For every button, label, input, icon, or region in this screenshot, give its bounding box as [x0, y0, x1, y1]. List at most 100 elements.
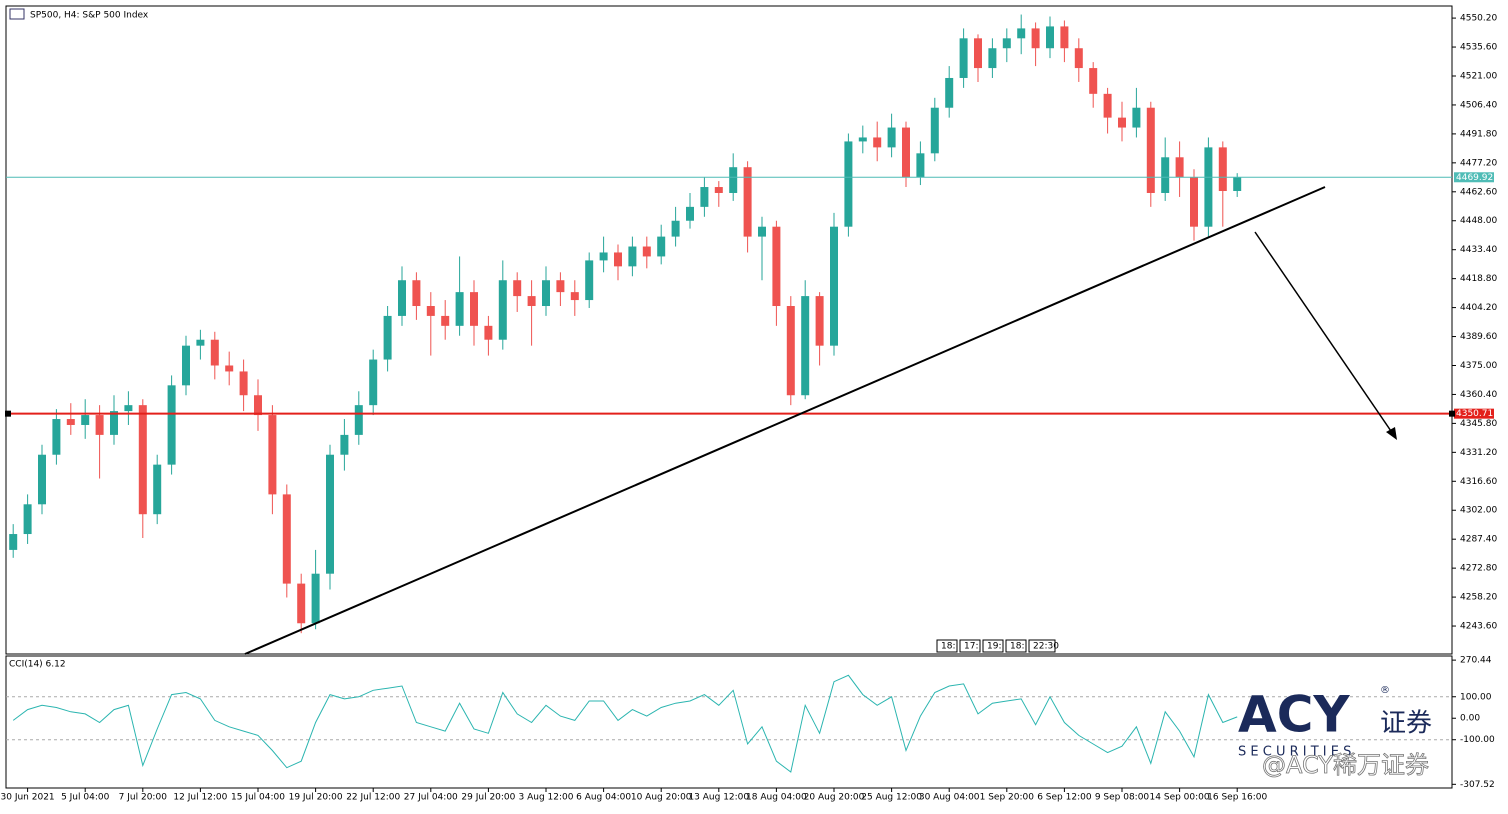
candle-body	[959, 38, 968, 78]
cci-frame	[5, 655, 1453, 789]
candle-body	[1060, 26, 1069, 49]
y-tick-label: 4462.60	[1460, 187, 1497, 197]
y-tick-label: 4360.40	[1460, 390, 1497, 400]
time-marker-label: 22:30	[1033, 642, 1059, 652]
candle-body	[700, 187, 709, 207]
candle-body	[916, 153, 925, 178]
candle-body	[1002, 38, 1011, 49]
candle-body	[470, 292, 478, 326]
line-handle	[5, 410, 11, 417]
time-marker	[982, 639, 1004, 653]
y-tick-label: 4404.20	[1460, 303, 1497, 313]
x-tick-label: 7 Jul 20:00	[119, 793, 168, 803]
x-tick-label: 14 Sep 00:00	[1150, 793, 1210, 803]
x-tick-label: 3 Aug 12:00	[519, 793, 574, 803]
candle-body	[671, 220, 680, 237]
candle-body	[268, 415, 277, 495]
candle-body	[758, 226, 766, 237]
candle-body	[1103, 93, 1112, 118]
y-tick-label: 4287.40	[1460, 535, 1497, 545]
x-tick-label: 29 Jul 20:00	[461, 793, 515, 803]
candle-body	[326, 454, 334, 574]
time-marker	[1005, 639, 1027, 653]
candle-body	[614, 252, 622, 267]
candle-body	[426, 306, 435, 316]
candle-body	[1218, 147, 1227, 192]
time-marker	[1028, 639, 1056, 653]
arrow-line	[1254, 231, 1394, 435]
x-tick-label: 6 Aug 04:00	[576, 793, 631, 803]
symbol-icon	[9, 8, 25, 20]
candle-body	[599, 252, 608, 261]
candle-body	[930, 107, 939, 154]
candle-body	[81, 415, 90, 425]
y-tick-label: 4491.80	[1460, 129, 1497, 139]
candle-body	[38, 454, 46, 505]
price-tag-label: 4350.71	[1456, 409, 1493, 419]
candle-body	[642, 246, 651, 257]
y-tick-label: 4433.40	[1460, 245, 1497, 255]
candle-body	[484, 325, 493, 340]
candle-body	[801, 296, 810, 396]
y-tick-label: 4521.00	[1460, 71, 1497, 81]
x-tick-label: 25 Aug 12:00	[861, 793, 922, 803]
time-marker-label: 18:	[1010, 642, 1024, 652]
candle-body	[297, 583, 306, 624]
candle-body	[570, 292, 579, 301]
y-tick-label: 4316.60	[1460, 477, 1497, 487]
y-tick-label: 100.00	[1460, 692, 1492, 702]
line-handle	[1449, 410, 1455, 417]
candle-body	[858, 137, 867, 142]
candle-body	[311, 573, 320, 624]
y-tick-label: 4389.60	[1460, 332, 1497, 342]
candle-body	[1233, 177, 1242, 192]
candle-body	[628, 246, 637, 267]
candle-body	[1175, 157, 1184, 178]
candle-body	[815, 296, 824, 346]
x-tick-label: 9 Sep 08:00	[1095, 793, 1150, 803]
y-tick-label: -307.52	[1460, 780, 1495, 790]
price-tag	[1454, 408, 1494, 419]
time-marker-label: 18:	[941, 642, 955, 652]
y-tick-label: 4418.80	[1460, 274, 1497, 284]
candle-body	[9, 534, 18, 550]
y-tick-label: 4331.20	[1460, 448, 1497, 458]
candle-body	[902, 127, 910, 178]
candle-body	[340, 434, 349, 455]
candle-body	[182, 345, 190, 386]
candle-body	[786, 306, 795, 396]
candle-body	[441, 315, 450, 326]
candle-body	[225, 365, 234, 372]
y-tick-label: 4302.00	[1460, 506, 1497, 516]
x-tick-label: 1 Sep 20:00	[980, 793, 1035, 803]
candle-body	[1190, 177, 1198, 227]
candle-body	[1132, 107, 1141, 128]
candle-body	[887, 127, 896, 148]
time-marker-label: 19:	[987, 642, 1001, 652]
y-tick-label: 4243.60	[1460, 622, 1497, 632]
candle-body	[1118, 117, 1126, 128]
logo-reg: ®	[1380, 685, 1390, 696]
x-tick-label: 22 Jul 12:00	[346, 793, 400, 803]
y-tick-label: 4448.00	[1460, 216, 1497, 226]
marks: 4550.20 4535.60 4521.00 4506.40 4491.80 4477.…	[1, 14, 1498, 803]
candle-body	[686, 206, 694, 221]
y-tick-label: 4375.00	[1460, 361, 1497, 371]
x-tick-label: 13 Aug 12:00	[688, 793, 749, 803]
y-tick-label: 270.44	[1460, 656, 1492, 666]
candle-body	[527, 296, 536, 307]
candle-body	[138, 405, 147, 515]
x-tick-label: 27 Jul 04:00	[404, 793, 458, 803]
candle-body	[974, 38, 982, 69]
candle-body	[66, 419, 75, 425]
candle-body	[772, 226, 781, 307]
candle-body	[254, 395, 262, 416]
x-tick-label: 16 Sep 16:00	[1207, 793, 1267, 803]
x-tick-label: 6 Sep 12:00	[1037, 793, 1092, 803]
price-tag-label: 4469.92	[1456, 173, 1493, 183]
candle-body	[196, 339, 205, 346]
candle-body	[354, 405, 363, 435]
watermark: ACY 证券 ® S E C U R I T I E S @ACY稀万证券	[1238, 685, 1432, 779]
candle-body	[945, 77, 954, 108]
